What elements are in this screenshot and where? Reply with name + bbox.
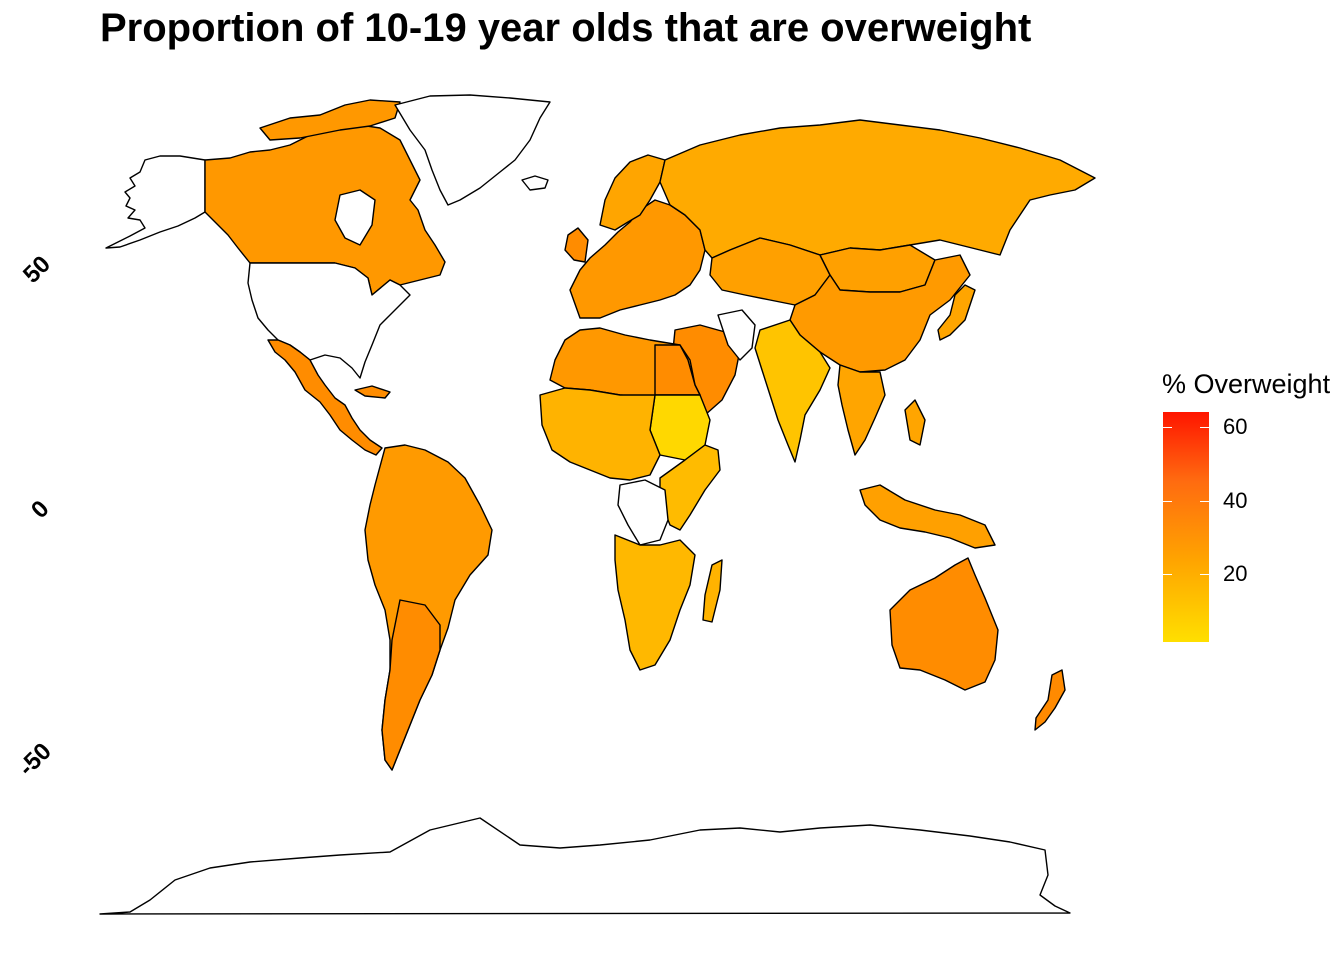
legend-label-20: 20 <box>1223 561 1248 586</box>
region-southeast-asia <box>837 364 886 456</box>
legend-title: % Overweight <box>1162 369 1331 399</box>
region-europe <box>569 199 706 319</box>
region-west-africa <box>539 387 661 481</box>
legend-tick-60 <box>1163 427 1209 428</box>
region-east-africa <box>659 444 721 531</box>
legend-label-60: 60 <box>1223 414 1248 439</box>
map-title: Proportion of 10-19 year olds that are o… <box>100 6 1032 50</box>
legend-tick-20 <box>1163 574 1209 575</box>
region-cuba <box>354 385 391 399</box>
region-iran <box>717 309 756 361</box>
region-japan <box>937 284 976 341</box>
region-china <box>789 254 971 373</box>
region-iceland <box>521 175 549 191</box>
region-indonesia <box>859 484 996 549</box>
legend-tick-40 <box>1163 501 1209 502</box>
region-madagascar <box>702 559 723 623</box>
region-congo <box>617 479 669 546</box>
region-hudson-bay <box>334 189 376 246</box>
region-usa <box>247 262 411 379</box>
region-new-zealand <box>1034 669 1066 731</box>
region-mexico <box>267 339 383 456</box>
region-antarctica <box>99 817 1071 915</box>
region-australia <box>889 557 999 691</box>
region-russia <box>659 119 1096 259</box>
region-india <box>754 319 831 463</box>
region-greenland <box>394 94 551 206</box>
region-argentina <box>381 599 441 771</box>
region-alaska <box>105 155 206 249</box>
legend-color-bar <box>1163 412 1209 642</box>
legend-label-40: 40 <box>1223 488 1248 513</box>
region-southern-africa <box>614 534 696 671</box>
region-uk <box>564 227 589 263</box>
region-philippines <box>904 399 926 446</box>
